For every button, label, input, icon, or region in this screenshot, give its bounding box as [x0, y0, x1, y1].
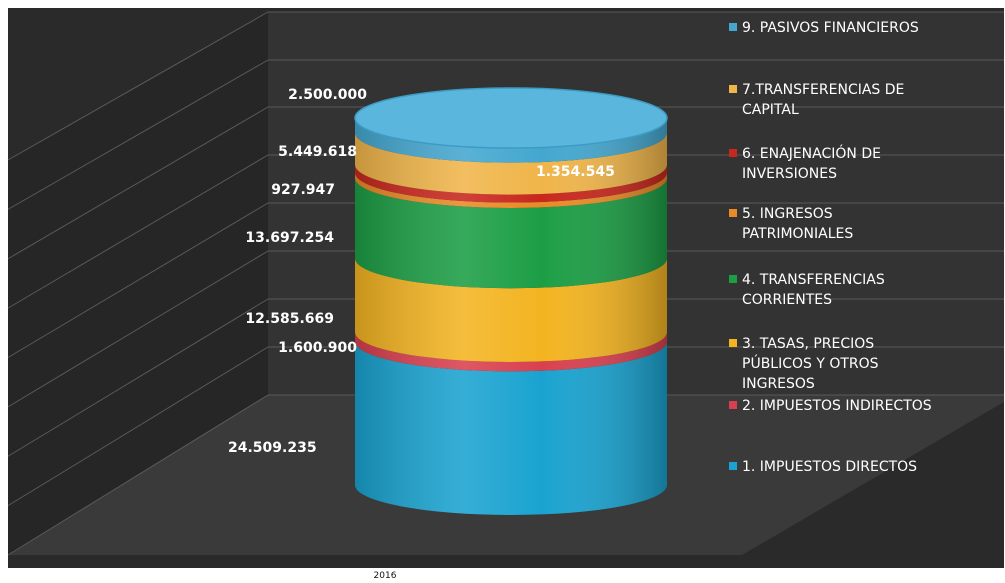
bar-segment-shading [355, 341, 667, 515]
data-label: 1.600.900 [278, 340, 357, 356]
legend-label: PÚBLICOS Y OTROS [742, 354, 879, 372]
legend-label: 1. IMPUESTOS DIRECTOS [742, 459, 917, 475]
data-label: 927.947 [271, 182, 335, 198]
data-label: 2.500.000 [288, 87, 367, 103]
legend-label: CAPITAL [742, 102, 799, 118]
bar-segment-shading [355, 172, 667, 208]
legend-label: INVERSIONES [742, 166, 837, 182]
data-label: 13.697.254 [245, 230, 334, 246]
legend-label: CORRIENTES [742, 292, 832, 308]
legend-label: 7.TRANSFERENCIAS DE [742, 82, 904, 98]
legend-label: 6. ENAJENACIÓN DE [742, 144, 881, 162]
legend-label: 9. PASIVOS FINANCIEROS [742, 20, 919, 36]
gridline [7, 346, 269, 507]
legend-swatch [729, 23, 737, 31]
legend-label: 2. IMPUESTOS INDIRECTOS [742, 398, 932, 414]
legend-label: INGRESOS [742, 376, 815, 392]
gridline [7, 106, 269, 260]
bar-segment-shading [355, 177, 667, 289]
legend-label: 3. TASAS, PRECIOS [742, 336, 874, 352]
bar-segment-shading [355, 331, 667, 372]
gridline [7, 59, 269, 210]
bar-segment-shading [355, 164, 667, 203]
legend-label: 4. TRANSFERENCIAS [742, 272, 885, 288]
legend: 9. PASIVOS FINANCIEROS 7.TRANSFERENCIAS D… [729, 20, 932, 475]
legend-swatch [729, 85, 737, 93]
legend-swatch [729, 462, 737, 470]
data-label: 5.449.618 [278, 144, 357, 160]
legend-swatch [729, 401, 737, 409]
gridline [7, 11, 269, 161]
x-tick-label: 2016 [374, 571, 397, 579]
data-label: 24.509.235 [228, 440, 317, 456]
cylinder-stack [354, 87, 668, 515]
gridline [7, 298, 269, 457]
side-wall [8, 12, 268, 555]
legend-label: PATRIMONIALES [742, 226, 853, 242]
gridline [7, 250, 269, 408]
bar-segment-shading [355, 132, 667, 195]
legend-swatch [729, 339, 737, 347]
bar-segment-shading [355, 258, 667, 362]
data-labels: 24.509.235 1.600.900 12.585.669 13.697.254 9… [228, 87, 615, 456]
legend-swatch [729, 149, 737, 157]
legend-swatch [729, 209, 737, 217]
bar-segment-shading [355, 118, 667, 163]
legend-swatch [729, 275, 737, 283]
gridline [7, 202, 269, 358]
gridline [7, 154, 269, 309]
data-label: 1.354.545 [536, 164, 615, 180]
cylinder-top [354, 87, 668, 149]
legend-label: 5. INGRESOS [742, 206, 833, 222]
data-label: 12.585.669 [245, 311, 334, 327]
gridline [7, 394, 269, 556]
